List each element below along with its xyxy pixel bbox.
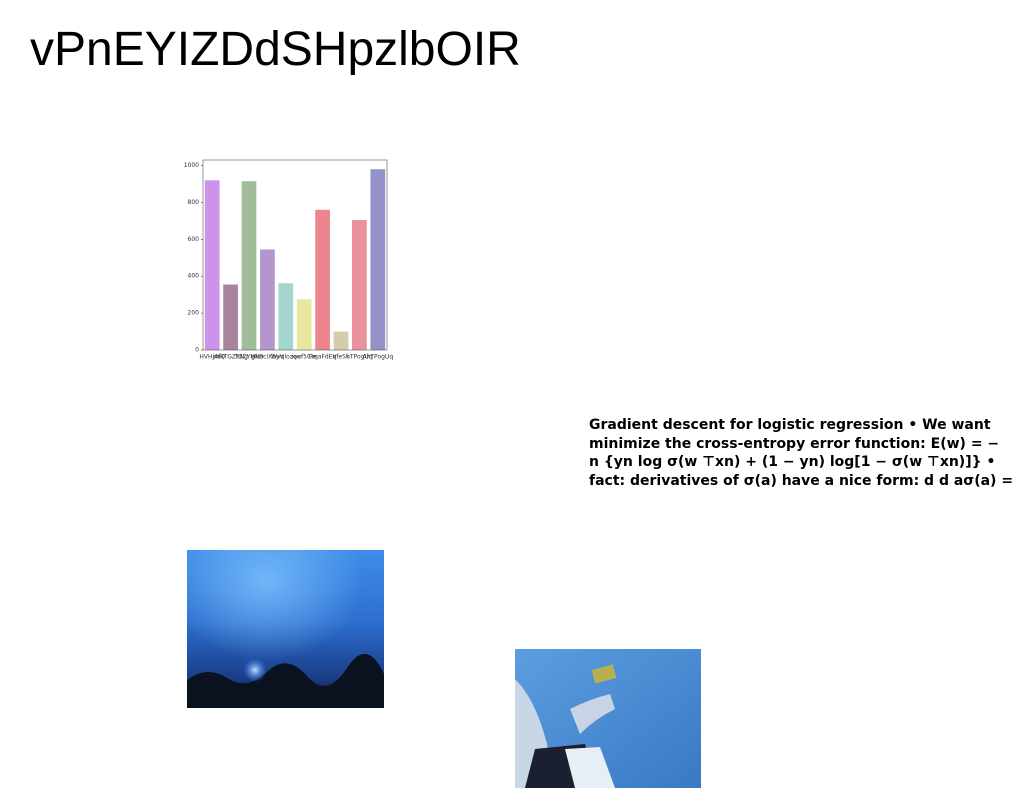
bar <box>260 249 275 350</box>
image-night-field <box>187 550 384 708</box>
text-line: minimize the cross-entropy error functio… <box>589 435 1000 452</box>
y-tick-label: 0 <box>195 347 199 354</box>
bar <box>278 283 294 350</box>
y-tick-label: 400 <box>188 273 200 280</box>
y-tick-label: 200 <box>188 310 200 317</box>
x-tick-label: qfeSk <box>333 354 350 361</box>
image-shopping <box>515 649 701 788</box>
y-tick-label: 600 <box>188 236 200 243</box>
x-tick-label: FrqaFdEV <box>309 354 338 361</box>
x-tick-label: iouf5Cle <box>292 354 317 361</box>
plot-frame <box>202 159 388 351</box>
x-tick-label: Wvqlozqe <box>271 354 301 361</box>
text-block: Gradient descent for logistic regression… <box>589 416 1024 490</box>
x-tick-label: HVHjAfQ <box>199 354 225 361</box>
x-tick-label: mHTGZYNg <box>213 354 248 361</box>
bar <box>296 299 312 350</box>
text-line: fact: derivatives of σ(a) have a nice fo… <box>589 472 1014 489</box>
bar <box>333 331 349 350</box>
bar <box>223 284 238 350</box>
x-tick-label: AhTPogUq <box>362 354 393 361</box>
text-line: Gradient descent for logistic regression… <box>589 417 991 433</box>
bar <box>204 180 220 350</box>
bar <box>315 209 330 350</box>
bar <box>352 219 367 350</box>
x-tick-label: hTPogUq <box>346 354 373 361</box>
x-tick-label: gNecIXbyV <box>251 354 285 361</box>
y-tick-label: 1000 <box>184 162 199 169</box>
bar <box>370 169 386 350</box>
bar <box>241 181 257 350</box>
x-tick-label: TUCYMkD <box>233 354 263 361</box>
page-title: vPnEYIZDdSHpzlbOIR <box>30 23 521 76</box>
text-line: n {yn log σ(w ⊤xn) + (1 − yn) log[1 − σ(… <box>589 454 996 470</box>
bar-chart: 0 200 400 600 800 1000 HVHjAfQmHTGZYNgTUCYMkDg… <box>184 159 393 361</box>
y-tick-label: 800 <box>188 199 200 206</box>
